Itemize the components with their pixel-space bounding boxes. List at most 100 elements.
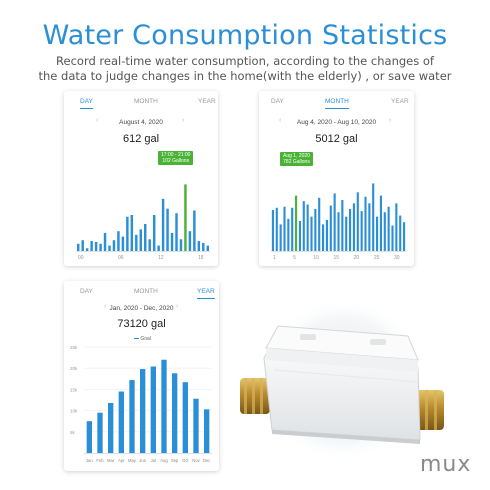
x-tick-label: Jun	[139, 458, 146, 463]
bar[interactable]	[403, 222, 406, 251]
period-tabs: DAY MONTH YEAR	[259, 91, 414, 109]
bar[interactable]	[298, 221, 301, 251]
bar[interactable]	[144, 224, 147, 251]
bar[interactable]	[271, 210, 274, 251]
bar[interactable]	[152, 215, 156, 251]
bar[interactable]	[360, 211, 363, 251]
x-tick-label: 5	[293, 255, 296, 261]
bar[interactable]	[135, 234, 138, 251]
x-tick-label: Nov	[192, 458, 200, 463]
bar[interactable]	[302, 201, 305, 251]
tab-month[interactable]: MONTH	[134, 288, 158, 295]
bar[interactable]	[148, 239, 151, 251]
bar[interactable]	[118, 391, 124, 453]
bar[interactable]	[341, 200, 344, 251]
bar[interactable]	[391, 225, 394, 251]
bar[interactable]	[349, 208, 352, 251]
prev-arrow-icon[interactable]: ‹	[104, 303, 107, 310]
bar[interactable]	[130, 215, 134, 251]
tab-year[interactable]: YEAR	[198, 98, 216, 105]
bar[interactable]	[90, 241, 93, 251]
bar[interactable]	[376, 216, 379, 251]
bar[interactable]	[193, 398, 199, 453]
tab-day[interactable]: DAY	[271, 98, 284, 105]
bar[interactable]	[318, 197, 321, 251]
bar[interactable]	[161, 359, 167, 453]
bar[interactable]	[306, 204, 309, 251]
bar[interactable]	[97, 412, 103, 453]
bar[interactable]	[345, 216, 348, 251]
bar[interactable]	[325, 219, 328, 251]
bar[interactable]	[395, 203, 398, 251]
bar[interactable]	[364, 196, 367, 251]
bar[interactable]	[140, 369, 146, 453]
bar[interactable]	[77, 243, 80, 251]
bar[interactable]	[202, 242, 205, 251]
bar[interactable]	[182, 382, 188, 453]
next-arrow-icon[interactable]: ›	[389, 117, 392, 124]
tab-year[interactable]: YEAR	[197, 288, 215, 299]
bar[interactable]	[204, 409, 210, 453]
bar[interactable]	[206, 245, 209, 251]
bar[interactable]	[379, 195, 382, 251]
bar[interactable]	[86, 421, 92, 453]
bar[interactable]	[126, 216, 129, 251]
bar[interactable]	[161, 198, 165, 251]
bar[interactable]	[85, 248, 89, 251]
bar[interactable]	[94, 242, 98, 251]
tab-day[interactable]: DAY	[80, 288, 93, 295]
bar[interactable]	[193, 210, 196, 252]
bar[interactable]	[170, 233, 174, 251]
tab-day[interactable]: DAY	[80, 98, 93, 109]
bar[interactable]	[175, 213, 178, 251]
bar[interactable]	[352, 203, 355, 251]
bar[interactable]	[81, 240, 84, 251]
bar[interactable]	[157, 245, 160, 251]
tab-month[interactable]: MONTH	[134, 98, 158, 105]
bar[interactable]	[399, 215, 402, 251]
bar[interactable]	[108, 402, 114, 453]
bar[interactable]	[112, 240, 116, 251]
highlighted-bar[interactable]	[184, 184, 187, 251]
bar[interactable]	[99, 243, 102, 251]
bar[interactable]	[139, 229, 142, 251]
bar[interactable]	[372, 183, 375, 251]
bar[interactable]	[310, 216, 313, 251]
bar[interactable]	[129, 380, 135, 453]
bar[interactable]	[117, 231, 120, 251]
prev-arrow-icon[interactable]: ‹	[96, 117, 99, 124]
bar[interactable]	[179, 239, 183, 251]
bar[interactable]	[121, 236, 125, 251]
bar[interactable]	[368, 203, 371, 251]
subtitle-line-2: the data to judge changes in the home(wi…	[38, 69, 452, 83]
tab-year[interactable]: YEAR	[391, 98, 409, 105]
bar[interactable]	[275, 207, 278, 251]
bar[interactable]	[197, 241, 201, 251]
prev-arrow-icon[interactable]: ‹	[279, 117, 282, 124]
next-arrow-icon[interactable]: ›	[176, 303, 179, 310]
bar[interactable]	[291, 207, 294, 251]
bar[interactable]	[108, 245, 111, 251]
next-arrow-icon[interactable]: ›	[182, 117, 185, 124]
bar[interactable]	[283, 206, 286, 251]
bar[interactable]	[188, 231, 192, 251]
total-amount: 5012 gal	[315, 133, 358, 145]
chart-tooltip: Aug 1, 2020 782 Gallons	[280, 152, 313, 166]
bar[interactable]	[383, 212, 386, 251]
bar[interactable]	[356, 192, 359, 251]
tab-month[interactable]: MONTH	[325, 98, 349, 109]
bar[interactable]	[287, 218, 290, 251]
bar[interactable]	[329, 205, 332, 251]
bar[interactable]	[172, 373, 178, 453]
highlighted-bar[interactable]	[295, 195, 298, 251]
bar[interactable]	[322, 224, 325, 251]
bar[interactable]	[279, 224, 282, 251]
bar[interactable]	[166, 208, 169, 251]
bar[interactable]	[337, 212, 340, 251]
page-subtitle: Record real-time water consumption, acco…	[0, 54, 490, 84]
bar[interactable]	[387, 206, 390, 251]
bar[interactable]	[150, 366, 156, 453]
bar[interactable]	[103, 233, 107, 251]
bar[interactable]	[314, 208, 317, 251]
bar[interactable]	[333, 193, 336, 251]
